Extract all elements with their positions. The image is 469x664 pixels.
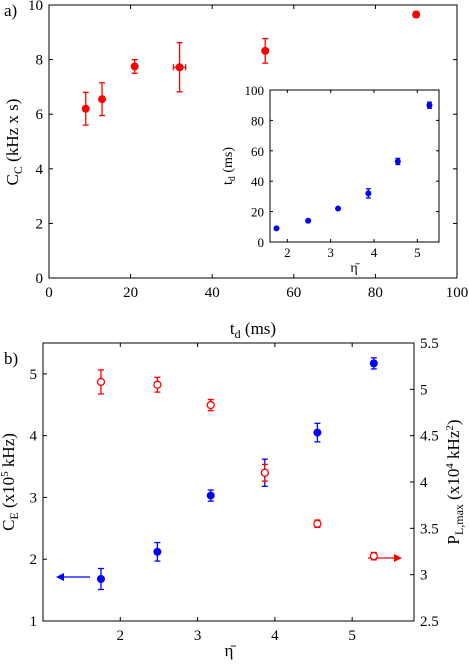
panel-b-right-y-tick-label: 3 bbox=[420, 568, 428, 584]
panel-b-x-ticks: 2 3 4 5 bbox=[117, 343, 356, 644]
panel-a-data-point bbox=[98, 95, 107, 104]
panel-b-right-y-tick-label: 2.5 bbox=[420, 614, 439, 630]
panel-a-y-tick-label: 0 bbox=[36, 271, 44, 287]
panel-a-data-point bbox=[81, 104, 90, 113]
inset-y-axis-label: td (ms) bbox=[221, 147, 238, 185]
panel-b-right-y-tick-label: 5 bbox=[420, 382, 428, 398]
panel-a-data-point bbox=[130, 62, 139, 71]
panel-a-x-ticks: 0 20 40 60 80 100 bbox=[45, 5, 468, 301]
inset-data-point bbox=[273, 225, 280, 232]
panel-b-left-y-tick-label: 2 bbox=[30, 552, 38, 568]
panel-a-x-tick-label: 20 bbox=[123, 285, 138, 301]
inset-y-tick-label: 0 bbox=[258, 235, 265, 250]
panel-a-label: a) bbox=[4, 1, 17, 20]
panel-b-right-y-ticks: 2.5 3 3.5 4 4.5 5 5.5 bbox=[410, 336, 439, 630]
panel-a-data-point bbox=[412, 10, 421, 19]
panel-b-plmax-data-point bbox=[96, 377, 106, 387]
panel-b-plmax-data-point bbox=[260, 468, 269, 477]
panel-b-x-tick-label: 5 bbox=[348, 628, 356, 644]
inset: 2 3 4 5 0 20 40 60 80 100 η̄ td (ms) bbox=[221, 83, 440, 276]
panel-b-left-y-ticks: 1 2 3 4 5 bbox=[30, 367, 47, 630]
panel-b-plmax-data-point bbox=[206, 400, 215, 410]
panel-b-series bbox=[96, 357, 378, 591]
panel-a-y-tick-label: 2 bbox=[36, 216, 44, 232]
panel-b-right-y-tick-label: 4.5 bbox=[420, 429, 439, 445]
inset-series bbox=[273, 101, 433, 232]
panel-b-plmax-data-point bbox=[153, 380, 162, 389]
panel-b-label: b) bbox=[4, 349, 18, 368]
inset-x-ticks: 2 3 4 5 bbox=[284, 90, 421, 260]
panel-b-left-y-tick-label: 1 bbox=[30, 614, 38, 630]
panel-b-left-y-tick-label: 5 bbox=[30, 367, 38, 383]
inset-x-tick-label: 5 bbox=[414, 245, 421, 260]
inset-x-axis-label: η̄ bbox=[350, 261, 360, 276]
left-axis-arrow bbox=[56, 573, 90, 581]
panel-a-x-tick-label: 40 bbox=[205, 285, 220, 301]
inset-y-tick-label: 80 bbox=[251, 113, 264, 128]
panel-a-data-point bbox=[261, 46, 270, 55]
inset-data-point bbox=[335, 205, 342, 212]
panel-a-y-axis-label: CC (kHz x s) bbox=[3, 99, 25, 186]
panel-b-ce-data-point bbox=[313, 428, 322, 437]
inset-data-point bbox=[305, 217, 312, 224]
panel-a-x-axis-label: td (ms) bbox=[230, 319, 276, 341]
inset-y-tick-label: 20 bbox=[251, 205, 264, 220]
panel-a-x-tick-label: 0 bbox=[45, 285, 53, 301]
panel-b-ce-data-point bbox=[153, 547, 162, 556]
panel-b-plmax-data-point bbox=[313, 519, 322, 528]
panel-a-data-point bbox=[175, 63, 184, 72]
panel-b-right-y-tick-label: 3.5 bbox=[420, 521, 439, 537]
panel-b-x-tick-label: 2 bbox=[117, 628, 125, 644]
inset-data-point bbox=[365, 190, 372, 197]
inset-axes-box bbox=[269, 89, 440, 243]
panel-b: b) 2 3 4 5 1 2 3 4 5 2.5 3 3.5 4 4.5 5 5.5 η̄ CE (x10… bbox=[0, 336, 466, 660]
panel-b-x-axis-label: η̄ bbox=[225, 641, 237, 660]
panel-b-left-y-axis-label: CE (x105 kHz) bbox=[0, 433, 21, 531]
inset-x-tick-label: 4 bbox=[371, 245, 378, 260]
panel-b-left-y-tick-label: 4 bbox=[30, 429, 38, 445]
panel-b-x-tick-label: 4 bbox=[271, 628, 279, 644]
panel-b-x-tick-label: 3 bbox=[194, 628, 202, 644]
inset-y-tick-label: 40 bbox=[251, 174, 264, 189]
inset-x-tick-label: 3 bbox=[327, 245, 334, 260]
inset-x-tick-label: 2 bbox=[284, 245, 291, 260]
panel-b-right-y-tick-label: 5.5 bbox=[420, 336, 439, 352]
panel-a-y-tick-label: 10 bbox=[28, 0, 43, 14]
panel-b-ce-data-point bbox=[206, 491, 215, 500]
panel-a-series bbox=[81, 10, 421, 126]
panel-a-x-tick-label: 100 bbox=[446, 285, 469, 301]
panel-b-right-y-tick-label: 4 bbox=[420, 475, 428, 491]
panel-a-x-tick-label: 80 bbox=[368, 285, 383, 301]
inset-data-point bbox=[394, 158, 401, 165]
panel-a-x-tick-label: 60 bbox=[286, 285, 301, 301]
panel-b-right-y-axis-label: PL,max (x104 kHz2) bbox=[444, 419, 466, 544]
inset-data-point bbox=[426, 102, 433, 109]
panel-a-y-tick-label: 6 bbox=[36, 107, 44, 123]
panel-b-ce-data-point bbox=[369, 359, 378, 368]
inset-y-ticks: 0 20 40 60 80 100 bbox=[245, 83, 439, 250]
panel-a-y-tick-label: 8 bbox=[36, 53, 44, 69]
panel-b-plmax-data-point bbox=[369, 551, 378, 561]
panel-b-left-y-tick-label: 3 bbox=[30, 490, 38, 506]
panel-b-ce-data-point bbox=[96, 574, 105, 583]
panel-a-y-ticks: 0 2 4 6 8 10 bbox=[28, 0, 457, 287]
panel-a-axes-box bbox=[48, 4, 458, 279]
inset-y-tick-label: 100 bbox=[245, 83, 265, 98]
panel-a-y-tick-label: 4 bbox=[36, 162, 44, 178]
inset-y-tick-label: 60 bbox=[251, 144, 264, 159]
